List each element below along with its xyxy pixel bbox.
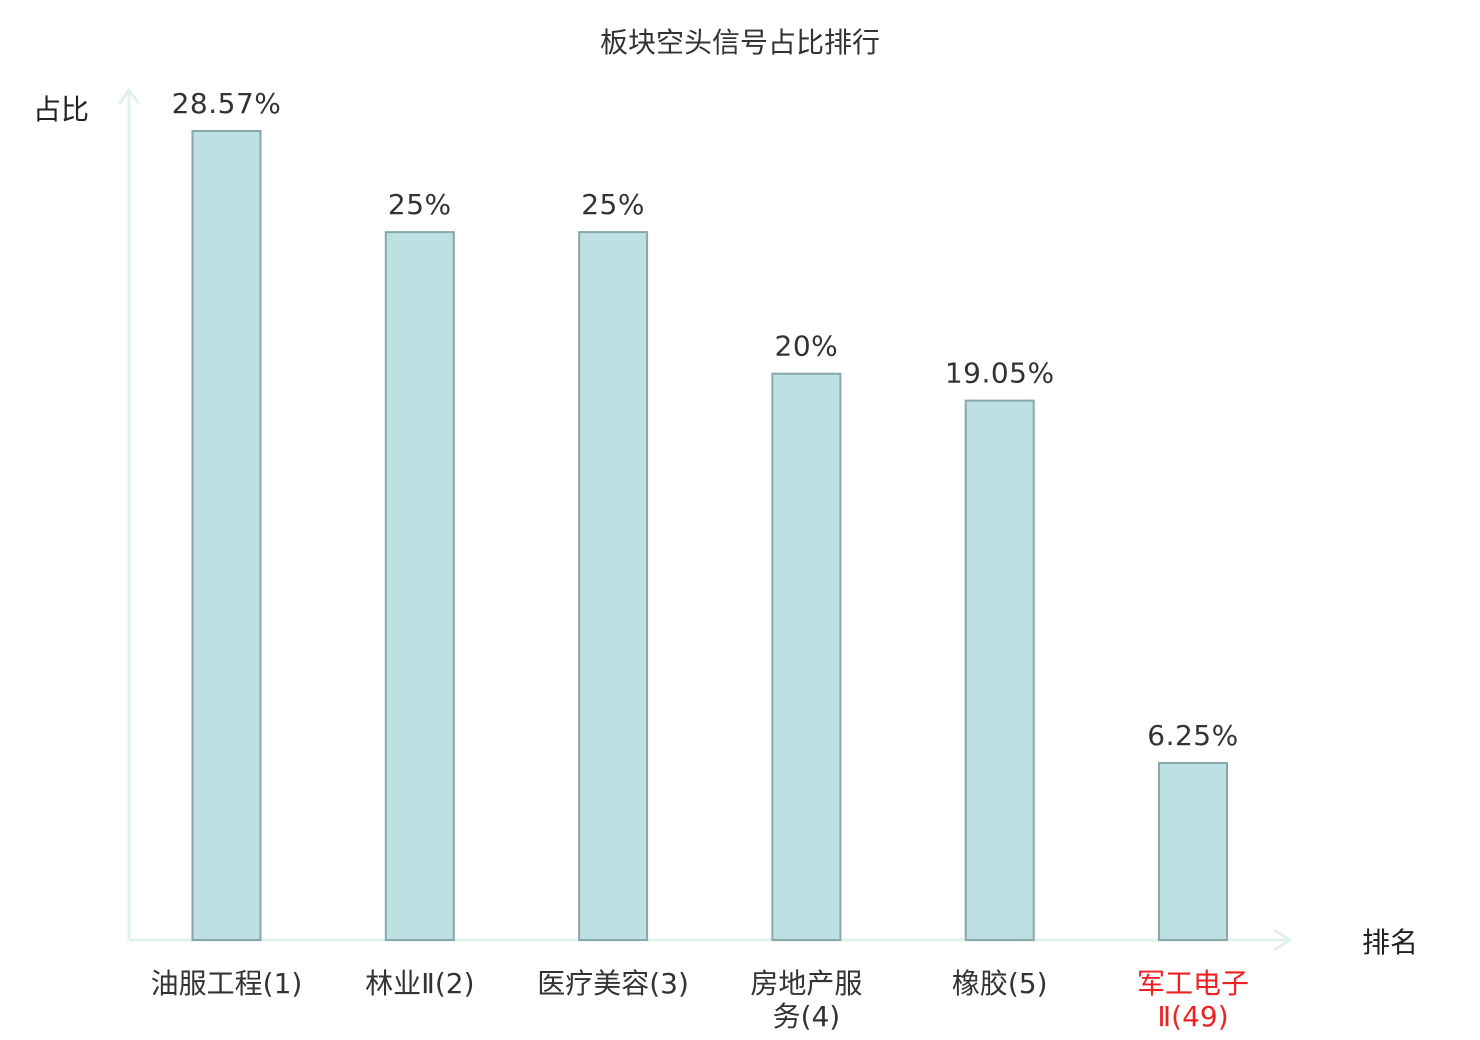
chart-title: 板块空头信号占比排行 (600, 26, 880, 59)
value-label: 25% (388, 188, 452, 221)
value-label: 6.25% (1147, 719, 1238, 752)
y-axis-label: 占比 (33, 93, 89, 126)
category-label: 油服工程(1) (151, 967, 303, 1000)
bar (384, 231, 455, 942)
value-labels-group: 28.57% 25% 25% 20% 19.05% 6.25% (172, 87, 1239, 752)
value-label: 28.57% (172, 87, 282, 120)
y-axis: 占比 (33, 87, 141, 940)
y-axis-arrow-icon (117, 87, 141, 105)
bar (191, 130, 262, 941)
value-label: 19.05% (945, 357, 1055, 390)
category-label: 房地产服 (750, 967, 862, 1000)
x-axis-label: 排名 (1362, 926, 1418, 959)
bar (578, 231, 649, 942)
x-axis-arrow-icon (1273, 928, 1293, 952)
category-label: 林业Ⅱ(2) (365, 967, 474, 1000)
bar (1158, 762, 1228, 941)
bars-group (191, 130, 1228, 942)
category-label: Ⅱ(49) (1157, 1000, 1228, 1033)
value-label: 25% (581, 188, 645, 221)
category-label: 橡胶(5) (952, 967, 1048, 1000)
bar (964, 399, 1035, 942)
x-axis: 排名 (129, 926, 1418, 959)
category-label: 务(4) (773, 1000, 841, 1033)
category-label: 医疗美容(3) (537, 967, 689, 1000)
value-label: 20% (775, 330, 839, 363)
bar (771, 372, 842, 941)
category-label: 军工电子 (1137, 967, 1249, 1000)
